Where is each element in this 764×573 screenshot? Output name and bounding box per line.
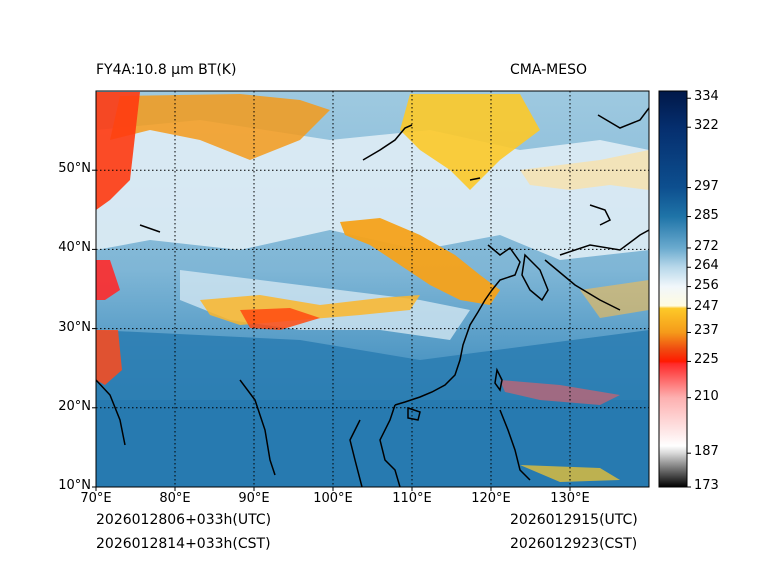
myanmar-coastline	[349, 419, 363, 487]
valid-time-utc: 2026012915(UTC)	[510, 512, 638, 528]
india-coastline	[239, 379, 276, 476]
colorbar-tick-label: 264	[694, 258, 719, 274]
cloud-band-east	[580, 280, 649, 318]
lat-tick-label: 50°N	[58, 161, 91, 177]
lon-tick-label: 90°E	[238, 491, 270, 506]
cold-cloud-edge-west	[96, 330, 122, 385]
init-time-cst: 2026012814+033h(CST)	[96, 536, 271, 552]
philippines-coastline	[499, 409, 531, 481]
colorbar-bar	[658, 90, 688, 488]
satellite-map-panel	[96, 91, 649, 487]
colorbar-tick-label: 225	[694, 352, 719, 368]
colorbar	[658, 90, 691, 488]
japan-coastline	[544, 259, 621, 311]
colorbar-tick-label: 247	[694, 299, 719, 315]
lat-tick-label: 20°N	[58, 398, 91, 414]
china-coastline	[394, 244, 521, 406]
convective-cells	[520, 465, 620, 482]
vietnam-coastline	[379, 404, 401, 487]
map-frame	[95, 90, 650, 488]
colorbar-tick-label: 297	[694, 178, 719, 194]
colorbar-tick-label: 210	[694, 388, 719, 404]
lon-tick-label: 80°E	[159, 491, 191, 506]
cloud-band-northwest	[110, 94, 330, 160]
lon-tick-label: 110°E	[392, 491, 432, 506]
cold-cloud-streak	[240, 308, 320, 330]
colorbar-tick-label: 187	[694, 444, 719, 460]
japan-coastline	[559, 229, 649, 256]
colorbar-tick-label: 237	[694, 323, 719, 339]
balkhash-lake	[139, 224, 161, 233]
sakhalin-coastline	[597, 107, 649, 129]
convective-cells	[500, 380, 620, 405]
arabia-coastline	[96, 379, 126, 446]
cloud-band-north	[400, 94, 540, 190]
colorbar-tick-label: 272	[694, 238, 719, 254]
korea-coastline	[521, 253, 549, 302]
cold-cloud-edge-west	[96, 260, 120, 300]
hainan-coastline	[407, 406, 421, 421]
lat-tick-label: 30°N	[58, 319, 91, 335]
cold-cloud-edge-west	[96, 92, 140, 210]
lake-detail	[469, 177, 481, 181]
axis-ticks	[92, 169, 571, 491]
frontal-cloud-band	[340, 218, 500, 305]
lat-tick-label: 10°N	[58, 478, 91, 493]
lon-tick-label: 100°E	[313, 491, 353, 506]
warm-ocean-region	[96, 330, 649, 487]
lake-baikal	[362, 124, 413, 161]
model-title: CMA-MESO	[510, 62, 588, 78]
lat-tick-label: 40°N	[58, 240, 91, 256]
init-time-utc: 2026012806+033h(UTC)	[96, 512, 272, 528]
gridlines	[96, 91, 649, 487]
cold-cloud-region	[96, 120, 649, 260]
colorbar-tick-label: 322	[694, 118, 719, 134]
taiwan-coastline	[494, 367, 503, 392]
coastline-detail	[589, 204, 612, 226]
coastlines	[96, 107, 649, 487]
lon-tick-label: 130°E	[550, 491, 590, 506]
colorbar-tick-label: 173	[694, 478, 719, 493]
colorbar-tick-label: 285	[694, 207, 719, 223]
colorbar-tick-label: 256	[694, 277, 719, 293]
colorbar-tick-label: 334	[694, 89, 719, 105]
valid-time-cst: 2026012923(CST)	[510, 536, 638, 552]
lon-tick-label: 70°E	[80, 491, 112, 506]
colorbar-ticks	[687, 97, 691, 488]
product-title: FY4A:10.8 µm BT(K)	[96, 62, 237, 78]
lon-tick-label: 120°E	[471, 491, 511, 506]
